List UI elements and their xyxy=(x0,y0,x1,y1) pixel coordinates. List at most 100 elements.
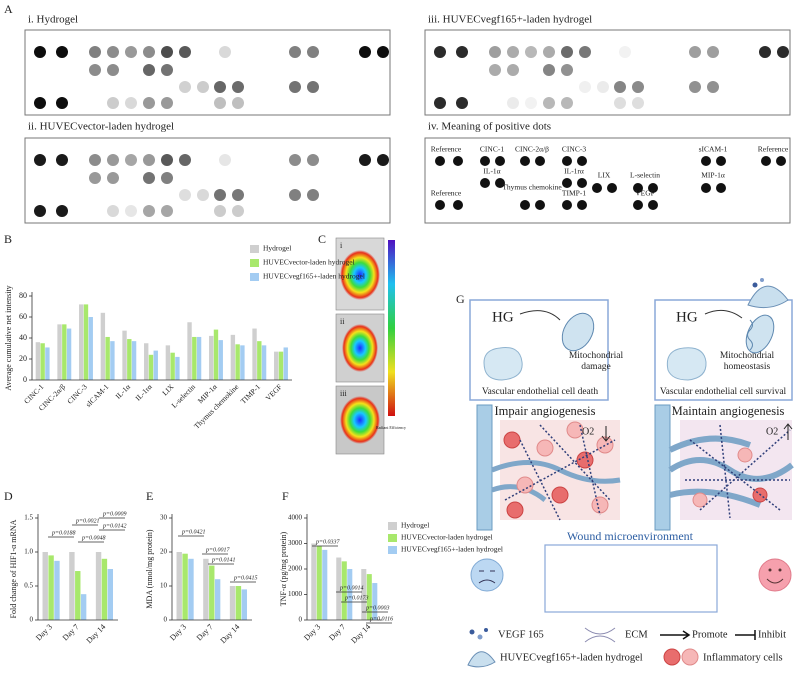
blot-dot xyxy=(34,46,46,58)
bar xyxy=(69,552,75,620)
bar xyxy=(278,351,284,380)
panel-letter: C xyxy=(318,232,326,246)
legend-text: Promote xyxy=(692,629,728,640)
y-tick-label: 10 xyxy=(160,582,168,590)
blot-dot xyxy=(307,46,319,58)
blot-dot xyxy=(56,97,68,109)
inflammatory-cells xyxy=(503,421,768,519)
blot-dot xyxy=(214,97,226,109)
ref-dot xyxy=(520,200,530,210)
panel-letter: D xyxy=(4,489,13,503)
blot-dot xyxy=(434,97,446,109)
blot-dot xyxy=(579,81,591,93)
blot-title: ii. HUVECvector-laden hydrogel xyxy=(28,121,174,133)
blot-dot xyxy=(543,64,555,76)
panel-letters: A B C D E F G xyxy=(4,2,465,503)
bar xyxy=(336,557,342,620)
ref-dot xyxy=(562,200,572,210)
vegf-dot xyxy=(760,278,764,282)
arrow xyxy=(519,310,561,321)
blot-dot xyxy=(289,81,301,93)
blot-dot xyxy=(107,97,119,109)
bar xyxy=(241,589,247,620)
bar xyxy=(261,345,267,380)
ref-dot xyxy=(577,178,587,188)
bar xyxy=(316,546,322,620)
blot-dot xyxy=(125,154,137,166)
ref-dot xyxy=(648,200,658,210)
p-value: p=0.0003 xyxy=(365,605,390,611)
vessel xyxy=(476,404,493,531)
bar xyxy=(372,583,378,620)
x-tick-label: L-selectin xyxy=(170,382,198,410)
bar xyxy=(48,555,54,620)
ref-dot xyxy=(577,156,587,166)
cell xyxy=(483,347,523,381)
blot-dot xyxy=(107,172,119,184)
panel-letter: E xyxy=(146,489,153,503)
blot-dot xyxy=(143,64,155,76)
ref-dot xyxy=(535,200,545,210)
blot-dot xyxy=(507,64,519,76)
ref-dot xyxy=(435,200,445,210)
x-tick-label: IL-1α xyxy=(114,382,133,401)
bar xyxy=(366,574,372,620)
blot-frame xyxy=(424,29,791,116)
vessel xyxy=(654,404,671,531)
cell-icon xyxy=(681,648,699,666)
ref-dot xyxy=(633,183,643,193)
schematic: HG HG Mitochondrial damage Mitochondrial… xyxy=(467,278,794,668)
blot-dot xyxy=(543,97,555,109)
blot-dot xyxy=(34,205,46,217)
blot-dot xyxy=(377,154,389,166)
bar xyxy=(322,549,328,620)
blot-dot xyxy=(307,154,319,166)
y-tick-label: 1.0 xyxy=(24,548,33,556)
bar xyxy=(148,354,154,380)
x-tick-label: sICAM-1 xyxy=(84,382,111,409)
x-tick-label: Day 7 xyxy=(195,622,215,642)
legend-label: HUVECvegf165+-laden hydrogel xyxy=(263,272,365,281)
blot-dot xyxy=(56,205,68,217)
p-value: p=0.0017 xyxy=(205,547,231,553)
ref-dot xyxy=(495,178,505,188)
ref-dot xyxy=(480,178,490,188)
y-axis-label: TNF-α (pg/mg protein) xyxy=(279,531,288,606)
blot-dot xyxy=(143,205,155,217)
mito-text: damage xyxy=(581,362,611,372)
dot-label: TIMP-1 xyxy=(562,189,586,198)
blot-dot xyxy=(232,189,244,201)
x-tick-label: TIMP-1 xyxy=(239,382,263,406)
x-tick-label: Day 3 xyxy=(302,622,322,642)
bar xyxy=(107,569,113,620)
blot-dot xyxy=(561,64,573,76)
bar xyxy=(35,342,41,380)
ecm xyxy=(685,424,791,519)
x-tick-label: Day 3 xyxy=(34,622,54,642)
bar xyxy=(311,543,317,620)
blot-dot xyxy=(143,46,155,58)
dot-label: Reference xyxy=(758,145,789,154)
blot-dot xyxy=(125,97,137,109)
y-tick-label: 30 xyxy=(160,514,168,522)
inflammatory-cell xyxy=(692,492,708,508)
inflammatory-cell xyxy=(506,501,524,519)
panel-letter: F xyxy=(282,489,289,503)
blot-dot xyxy=(525,97,537,109)
blot-frame xyxy=(24,29,391,116)
inflammatory-cell xyxy=(591,496,609,514)
legend-swatch xyxy=(388,522,397,530)
blot-title: iii. HUVECvegf165+-laden hydrogel xyxy=(428,14,592,26)
x-tick-label: Day 7 xyxy=(61,622,81,642)
y-tick-label: 0 xyxy=(23,375,27,384)
x-tick-label: IL-1rα xyxy=(133,382,153,402)
sprout xyxy=(668,435,794,508)
blot-dot xyxy=(434,46,446,58)
happy-face xyxy=(758,558,792,592)
legend-swatch xyxy=(388,546,397,554)
legend-swatch xyxy=(250,259,259,267)
p-value: p=0.0173 xyxy=(344,595,369,601)
blot-dot xyxy=(161,64,173,76)
bar xyxy=(187,322,192,380)
y-tick-label: 20 xyxy=(160,548,168,556)
